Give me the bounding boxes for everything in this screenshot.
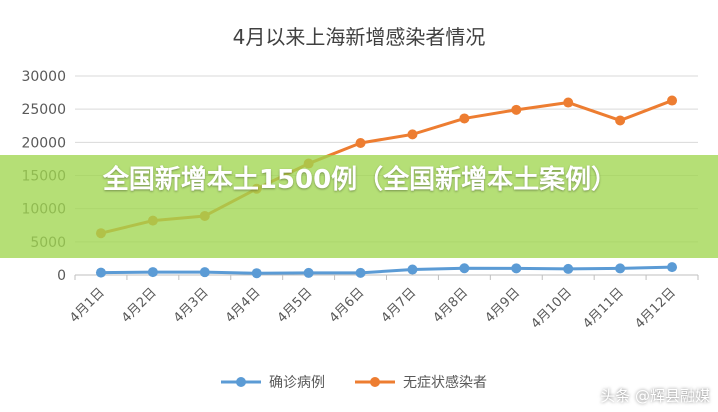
data-point bbox=[251, 268, 262, 279]
x-tick-label: 4月3日 bbox=[171, 285, 212, 326]
data-point bbox=[199, 267, 210, 278]
x-tick-label: 4月5日 bbox=[275, 285, 316, 326]
x-tick-label: 4月10日 bbox=[528, 285, 575, 332]
x-tick-label: 4月11日 bbox=[580, 285, 627, 332]
chart-title: 4月以来上海新增感染者情况 bbox=[233, 25, 486, 49]
data-point bbox=[563, 97, 574, 108]
data-point bbox=[95, 267, 106, 278]
data-point bbox=[615, 115, 626, 126]
data-point bbox=[459, 263, 470, 274]
y-tick-label: 20000 bbox=[21, 135, 66, 151]
data-point bbox=[459, 113, 470, 124]
data-point bbox=[303, 267, 314, 278]
legend-swatch-marker bbox=[370, 377, 380, 387]
data-point bbox=[355, 267, 366, 278]
x-tick-label: 4月7日 bbox=[379, 285, 420, 326]
x-axis: 4月1日 4月2日 4月3日 4月4日 4月5日 4月6日 4月7日 4月8日 4月9日 4月10… bbox=[67, 275, 699, 332]
watermark: 头条 @辉县融媒 bbox=[600, 387, 710, 405]
x-tick-label: 4月2日 bbox=[119, 285, 160, 326]
legend-label: 确诊病例 bbox=[269, 375, 325, 391]
x-tick-label: 4月12日 bbox=[632, 285, 679, 332]
x-tick-label: 4月9日 bbox=[482, 285, 523, 326]
data-point bbox=[667, 95, 678, 106]
data-point bbox=[407, 264, 418, 275]
data-point bbox=[615, 263, 626, 274]
y-tick-label: 25000 bbox=[21, 102, 66, 118]
legend: 确诊病例 无症状感染者 bbox=[221, 374, 487, 391]
y-tick-label: 30000 bbox=[21, 69, 66, 85]
data-point bbox=[147, 267, 158, 278]
data-point bbox=[667, 262, 678, 273]
series-line bbox=[100, 265, 673, 275]
x-tick-label: 4月8日 bbox=[431, 285, 472, 326]
data-point bbox=[355, 137, 366, 148]
data-point bbox=[407, 129, 418, 140]
headline-text: 全国新增本土1500例（全国新增本土案例） bbox=[102, 165, 618, 195]
x-tick-label: 4月4日 bbox=[223, 285, 264, 326]
data-point bbox=[563, 263, 574, 274]
headline-banner bbox=[0, 155, 718, 258]
y-tick-label: 0 bbox=[57, 268, 66, 284]
x-tick-label: 4月1日 bbox=[67, 285, 108, 326]
data-point bbox=[511, 104, 522, 115]
legend-swatch-marker bbox=[236, 377, 246, 387]
data-point bbox=[511, 263, 522, 274]
legend-label: 无症状感染者 bbox=[403, 374, 487, 391]
x-tick-label: 4月6日 bbox=[327, 285, 368, 326]
